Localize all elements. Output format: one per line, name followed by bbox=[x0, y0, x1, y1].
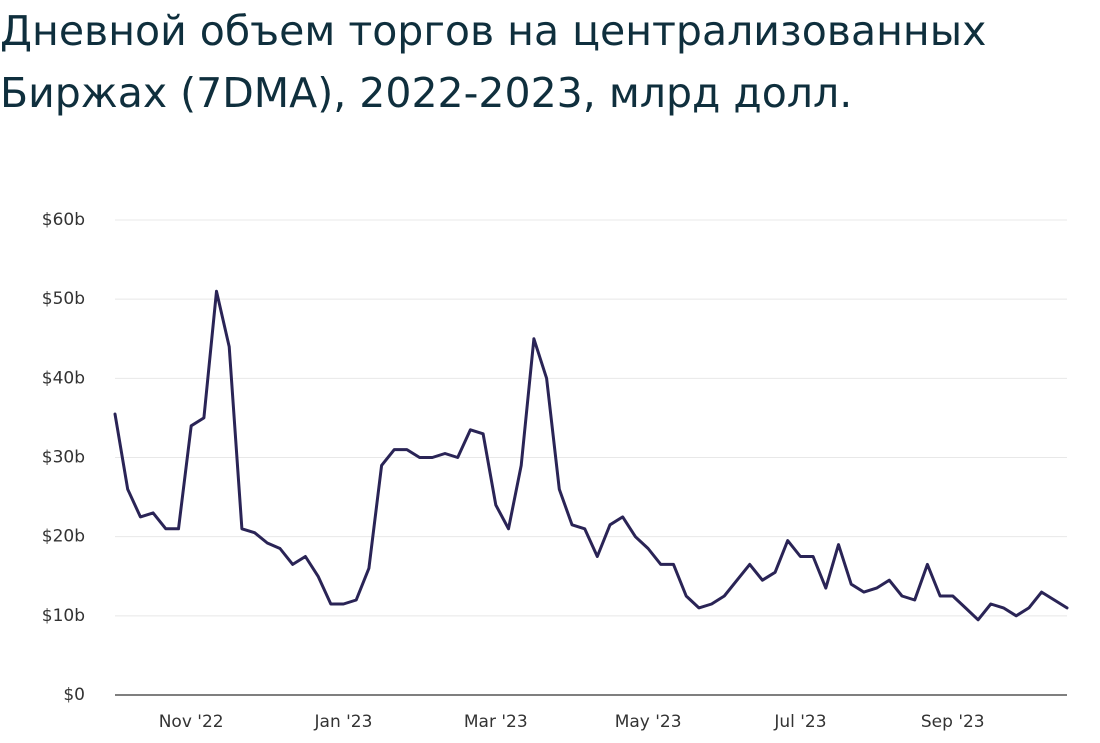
x-tick-label: Nov '22 bbox=[159, 712, 224, 732]
x-tick-label: Mar '23 bbox=[464, 712, 528, 732]
x-tick-label: Jul '23 bbox=[773, 712, 826, 732]
data-line bbox=[113, 289, 1069, 622]
y-tick-label: $10b bbox=[42, 606, 85, 626]
y-tick-label: $0 bbox=[63, 685, 85, 705]
y-tick-label: $40b bbox=[42, 368, 85, 388]
y-tick-label: $50b bbox=[42, 289, 85, 309]
chart-title: Дневной объем торгов на централизованных… bbox=[0, 7, 987, 117]
y-tick-label: $60b bbox=[42, 210, 85, 230]
y-tick-label: $30b bbox=[42, 448, 85, 468]
x-tick-label: Jan '23 bbox=[314, 712, 373, 732]
y-tick-label: $20b bbox=[42, 527, 85, 547]
x-tick-label: May '23 bbox=[615, 712, 682, 732]
x-tick-label: Sep '23 bbox=[921, 712, 985, 732]
